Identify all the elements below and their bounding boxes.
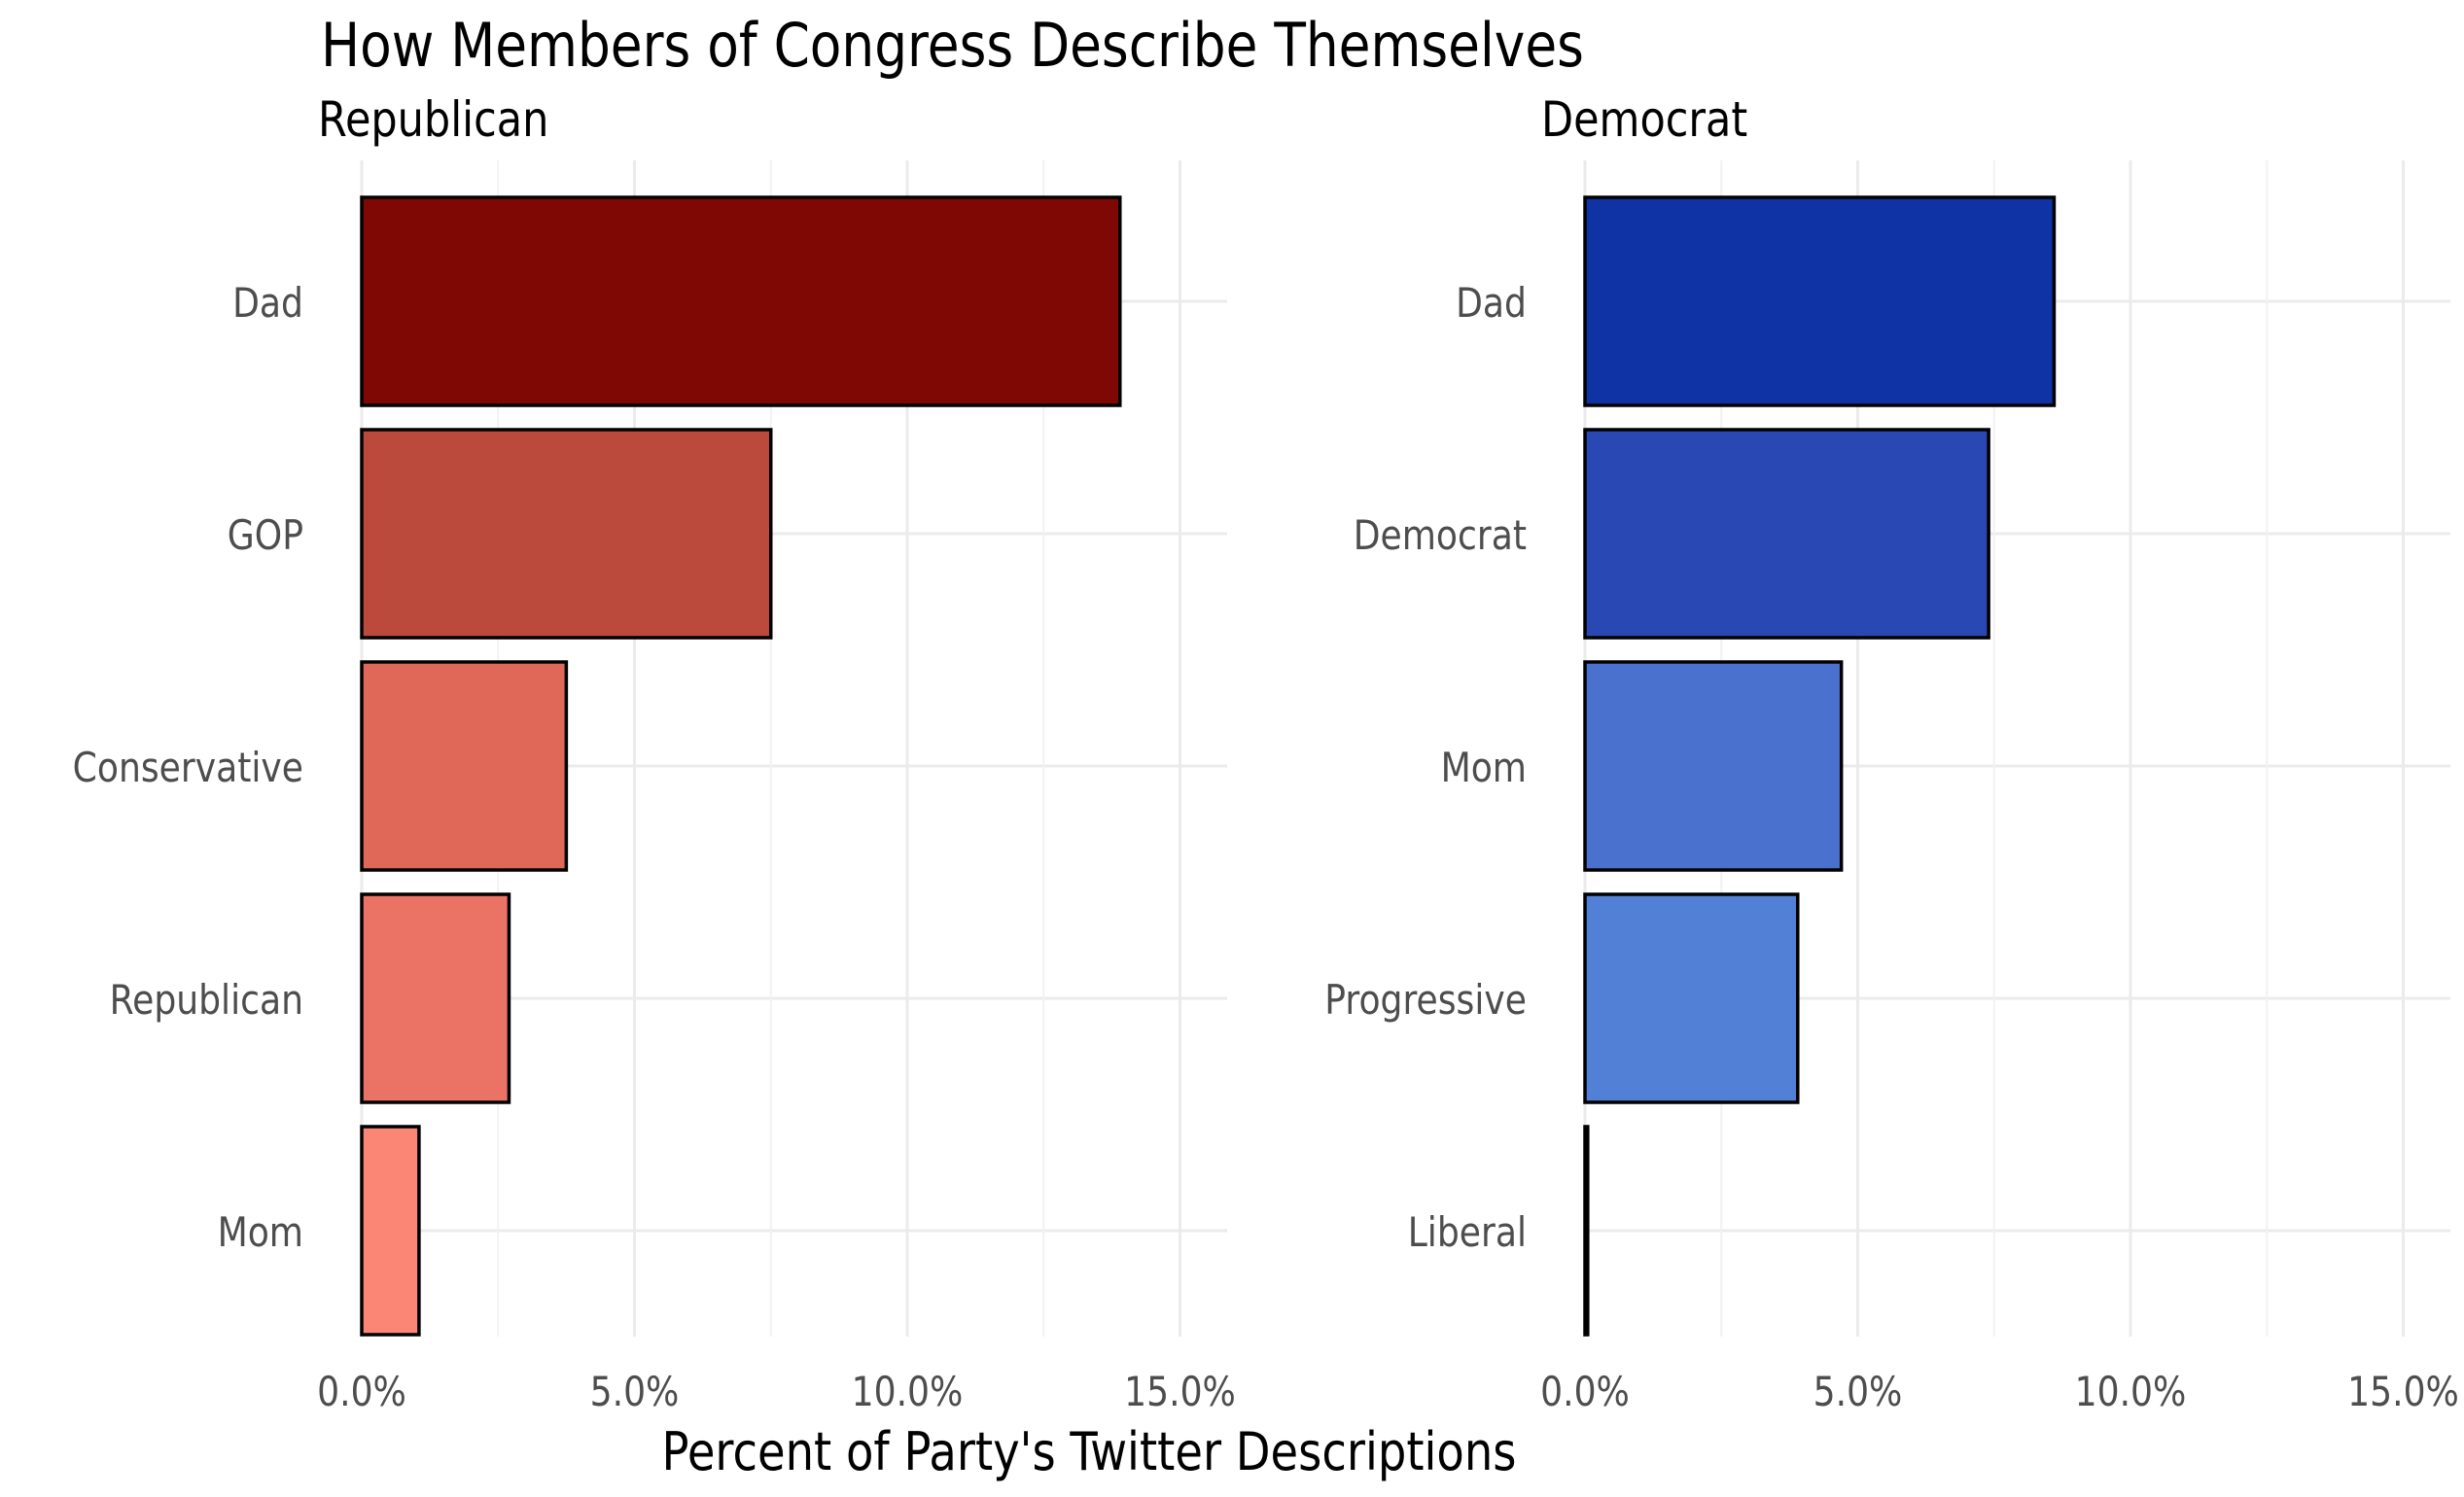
y-tick-label: GOP	[228, 512, 303, 559]
bar-republican-dad	[362, 197, 1120, 405]
x-labels-democrat: 0.0% 5.0% 10.0% 15.0%	[1540, 1369, 2459, 1415]
bar-republican-conservative	[362, 662, 566, 870]
x-tick-label: 10.0%	[2075, 1369, 2187, 1415]
y-tick-label: Dad	[1456, 280, 1527, 327]
bar-democrat-liberal	[1585, 1127, 1588, 1335]
x-tick-label: 15.0%	[1124, 1369, 1236, 1415]
y-tick-label: Progressive	[1324, 977, 1527, 1024]
panel-title-republican: Republican	[318, 91, 548, 148]
panel-title-democrat: Democrat	[1541, 91, 1747, 148]
x-tick-label: 10.0%	[852, 1369, 964, 1415]
y-labels-democrat: Dad Democrat Mom Progressive Liberal	[1324, 280, 1527, 1256]
panel-democrat: Democrat Dad Democrat Mom Progressive Libera…	[1324, 91, 2459, 1416]
bar-democrat-progressive	[1585, 894, 1798, 1102]
y-tick-label: Mom	[1441, 745, 1527, 791]
bar-democrat-mom	[1585, 662, 1842, 870]
chart-title: How Members of Congress Describe Themsel…	[321, 10, 1584, 81]
y-tick-label: Conservative	[73, 745, 303, 791]
y-tick-label: Liberal	[1408, 1209, 1527, 1256]
y-labels-republican: Dad GOP Conservative Republican Mom	[73, 280, 303, 1256]
bar-democrat-democrat	[1585, 430, 1989, 638]
bar-republican-mom	[362, 1127, 419, 1335]
bar-republican-republican	[362, 894, 509, 1102]
x-tick-label: 15.0%	[2347, 1369, 2459, 1415]
y-tick-label: Mom	[218, 1209, 303, 1256]
y-tick-label: Dad	[232, 280, 303, 327]
bar-republican-gop	[362, 430, 771, 638]
x-labels-republican: 0.0% 5.0% 10.0% 15.0%	[317, 1369, 1236, 1415]
x-axis-title: Percent of Party's Twitter Descriptions	[662, 1421, 1517, 1482]
x-tick-label: 5.0%	[590, 1369, 680, 1415]
x-tick-label: 0.0%	[1540, 1369, 1630, 1415]
panel-republican: Republican Dad GOP Conservative Republican M…	[73, 91, 1236, 1416]
y-tick-label: Republican	[110, 977, 303, 1024]
bar-democrat-dad	[1585, 197, 2054, 405]
y-tick-label: Democrat	[1354, 512, 1527, 559]
x-tick-label: 5.0%	[1813, 1369, 1903, 1415]
x-tick-label: 0.0%	[317, 1369, 406, 1415]
